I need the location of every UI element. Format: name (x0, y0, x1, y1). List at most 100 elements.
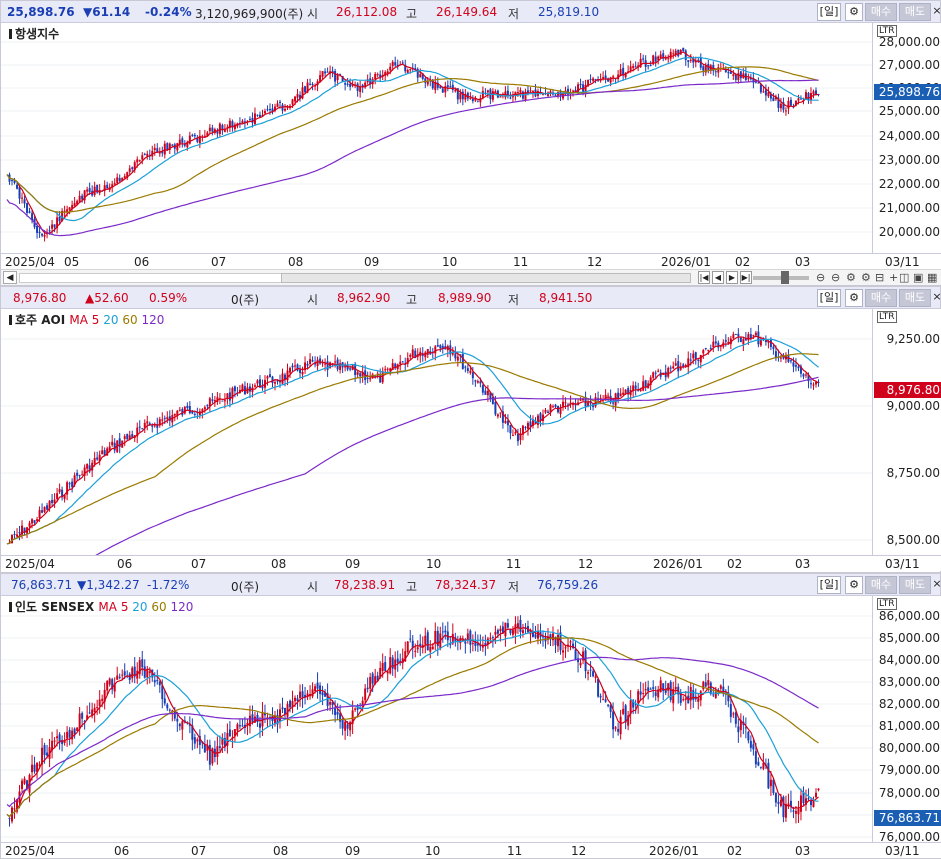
candle-body (544, 409, 547, 413)
price-axis-tick: 20,000.00 (878, 225, 940, 239)
buy-button[interactable]: 매수 (865, 3, 897, 21)
candle-body (83, 721, 86, 723)
window-icon[interactable]: ▣ (913, 271, 924, 284)
zoom-slider-knob[interactable] (781, 271, 789, 284)
candle-body (794, 365, 797, 367)
candle-body (231, 121, 234, 128)
sell-button[interactable]: 매도 (899, 576, 931, 594)
close-icon[interactable]: × (932, 4, 941, 17)
settings-icon[interactable]: ⚙ (846, 271, 856, 284)
candle-body (441, 88, 444, 93)
scroll-thumb[interactable] (281, 273, 691, 283)
candle-body (138, 660, 141, 675)
price-chart-area[interactable]: 항생지수 (1, 23, 872, 253)
period-day-button[interactable]: [일] (817, 576, 841, 594)
candle-body (143, 422, 146, 428)
maximize-icon[interactable]: ▦ (927, 271, 938, 284)
candle-body (674, 687, 677, 690)
candle-body (494, 631, 497, 635)
candle-body (614, 727, 617, 729)
candle-body (569, 641, 572, 643)
candle-body (489, 637, 492, 640)
buy-button[interactable]: 매수 (865, 289, 897, 307)
candle-body (792, 810, 795, 812)
first-page-button[interactable]: |◀ (698, 271, 710, 284)
candle-body (521, 425, 524, 435)
candle-body (376, 675, 379, 681)
zoom-in-icon[interactable]: ⊖ (831, 271, 841, 284)
candle-body (284, 108, 287, 111)
price-axis[interactable]: LTR 9,250.009,000.008,750.008,500.008,25… (872, 309, 941, 682)
zoom-out-icon[interactable]: ⊖ (816, 271, 826, 284)
candle-body (471, 98, 474, 102)
candle-body (484, 390, 487, 395)
candle-body (479, 98, 482, 103)
candlestick-chart (1, 615, 872, 838)
candle-body (118, 676, 121, 678)
chart-scrollbar[interactable]: ◀ |◀ ◀ ▶ ▶| ⊖ ⊖ ⚙ ⚙ ⊟ + ◫ ▣ ▦ (1, 269, 941, 285)
candle-body (349, 83, 352, 87)
period-day-button[interactable]: [일] (817, 289, 841, 307)
candle-body (248, 118, 251, 120)
last-page-button[interactable]: ▶| (740, 271, 752, 284)
candle-body (198, 735, 201, 746)
sell-button[interactable]: 매도 (899, 3, 931, 21)
candle-body (592, 78, 595, 81)
price-axis-tick: 9,000.00 (886, 399, 940, 413)
price-chart-area[interactable]: 인도 SENSEX MA 5 20 60 120 (1, 596, 872, 842)
candle-body (762, 763, 765, 769)
scale-toggle[interactable]: LTR (877, 598, 897, 610)
candle-body (176, 143, 179, 151)
close-icon[interactable]: × (932, 290, 941, 303)
settings-gear-icon[interactable]: ⚙ (845, 3, 863, 21)
candle-body (241, 384, 244, 392)
close-icon[interactable]: × (932, 577, 941, 590)
candle-body (193, 413, 196, 415)
settings-gear-icon[interactable]: ⚙ (845, 289, 863, 307)
candle-body (579, 83, 582, 86)
candle-body (767, 762, 770, 789)
candle-body (113, 183, 116, 185)
chart-title: 인도 SENSEX MA 5 20 60 120 (9, 598, 193, 615)
sell-button[interactable]: 매도 (899, 289, 931, 307)
candle-body (81, 474, 84, 476)
grid-settings-icon[interactable]: ⚙ (861, 271, 871, 284)
candle-body (126, 433, 129, 440)
candle-body (76, 727, 79, 731)
split-icon[interactable]: ⊟ (875, 271, 885, 284)
candle-body (13, 534, 16, 536)
candle-body (131, 434, 134, 439)
candle-body (602, 699, 605, 701)
price-axis[interactable]: LTR 86,000.00 85,000.00 84,000.00 83,000.00… (872, 596, 941, 844)
settings-gear-icon[interactable]: ⚙ (845, 576, 863, 594)
scroll-left-button[interactable]: ◀ (3, 271, 17, 284)
candle-body (361, 372, 364, 377)
candle-body (692, 690, 695, 700)
candle-body (178, 723, 181, 727)
price-axis-tick: 86,000.00 (878, 609, 940, 623)
scale-toggle[interactable]: LTR (877, 25, 897, 37)
price-axis[interactable]: LTR 28,000.0027,000.0026,000.0025,000.00… (872, 23, 941, 253)
candle-body (321, 71, 324, 77)
price-axis-tick: 22,000.00 (878, 177, 940, 191)
candle-body (394, 62, 397, 66)
open-value: 78,238.91 (334, 578, 396, 592)
candle-body (163, 417, 166, 419)
candle-body (712, 694, 715, 696)
candle-body (253, 385, 256, 387)
open-value: 26,112.08 (336, 5, 398, 19)
candle-body (609, 705, 612, 712)
candle-body (774, 351, 777, 359)
scale-toggle[interactable]: LTR (877, 311, 897, 323)
candle-body (622, 392, 625, 395)
candle-body (504, 622, 507, 637)
candle-body (141, 155, 144, 160)
next-button[interactable]: ▶ (726, 271, 738, 284)
prev-button[interactable]: ◀ (712, 271, 724, 284)
period-day-button[interactable]: [일] (817, 3, 841, 21)
add-icon[interactable]: + (889, 271, 899, 284)
buy-button[interactable]: 매수 (865, 576, 897, 594)
price-chart-area[interactable]: 호주 AOI MA 5 20 60 120 (1, 309, 872, 555)
layout-icon[interactable]: ◫ (899, 271, 910, 284)
candle-body (682, 364, 685, 368)
